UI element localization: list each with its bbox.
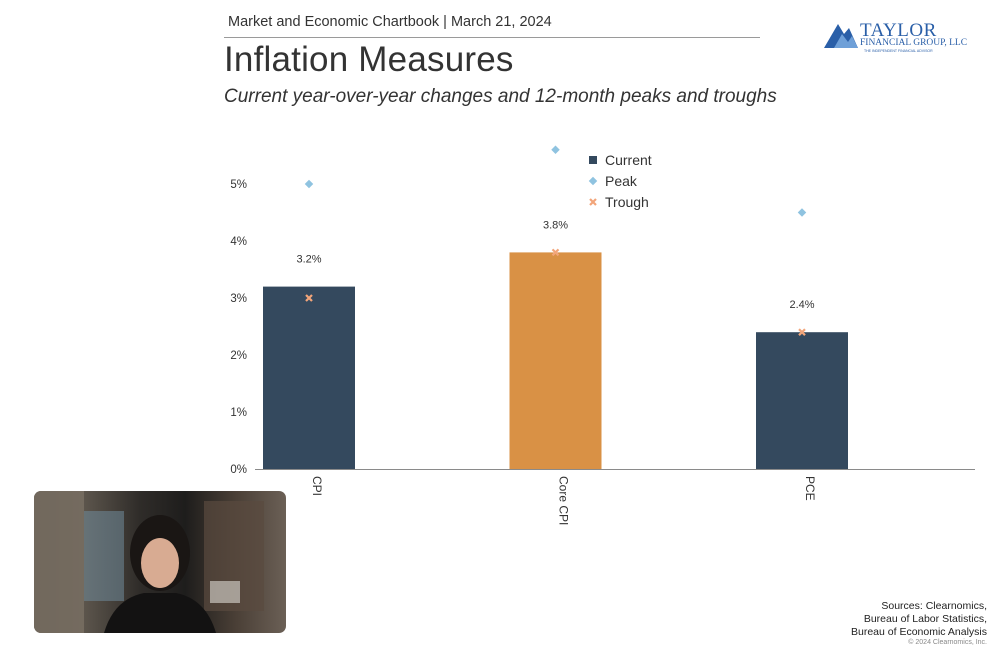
logo-tagline: THE INDEPENDENT FINANCIAL ADVISOR [864, 49, 933, 53]
logo-mountain-icon [824, 24, 858, 48]
trough-marker [798, 328, 806, 336]
y-tick-label: 1% [230, 407, 247, 419]
legend-peak-swatch [588, 176, 598, 186]
bar-value-label: 3.8% [543, 219, 568, 231]
y-tick-label: 0% [230, 464, 247, 476]
peak-marker [797, 208, 807, 217]
legend-trough-label: Trough [605, 194, 649, 210]
company-logo: TAYLOR FINANCIAL GROUP, LLC THE INDEPEND… [822, 18, 972, 54]
x-tick-label: CPI [310, 476, 324, 496]
logo-name: TAYLOR [860, 20, 937, 41]
presenter-figure [34, 491, 264, 633]
y-tick-label: 4% [230, 236, 247, 248]
x-tick-label: Core CPI [557, 476, 571, 525]
logo-subname: FINANCIAL GROUP, LLC [860, 38, 968, 48]
source-line-2: Bureau of Labor Statistics, [863, 613, 987, 625]
sources-note: Sources: Clearnomics, Bureau of Labor St… [851, 600, 987, 639]
source-line-3: Bureau of Economic Analysis [851, 626, 987, 638]
page-subtitle: Current year-over-year changes and 12-mo… [224, 86, 777, 107]
trough-marker [305, 294, 313, 302]
peak-marker [304, 179, 314, 189]
legend-peak-label: Peak [605, 173, 638, 189]
page-title: Inflation Measures [224, 40, 514, 79]
bar-value-label: 2.4% [789, 299, 814, 311]
y-tick-label: 5% [230, 179, 247, 191]
bar [756, 332, 848, 469]
peak-marker [551, 145, 560, 155]
bar [509, 252, 602, 469]
legend-current-swatch [589, 156, 597, 164]
y-tick-label: 3% [230, 293, 247, 305]
source-line-1: Sources: Clearnomics, [881, 600, 987, 612]
trough-marker [551, 248, 560, 257]
header-divider [224, 37, 760, 38]
header-line: Market and Economic Chartbook | March 21… [228, 14, 552, 30]
bar [263, 286, 355, 469]
legend-current-label: Current [605, 152, 652, 168]
copyright-note: © 2024 Clearnomics, Inc. [908, 639, 987, 646]
y-tick-label: 2% [230, 350, 247, 362]
bar-value-label: 3.2% [296, 254, 321, 266]
legend-trough-swatch [589, 198, 597, 206]
presenter-video [34, 491, 286, 633]
x-tick-label: PCE [803, 476, 817, 501]
